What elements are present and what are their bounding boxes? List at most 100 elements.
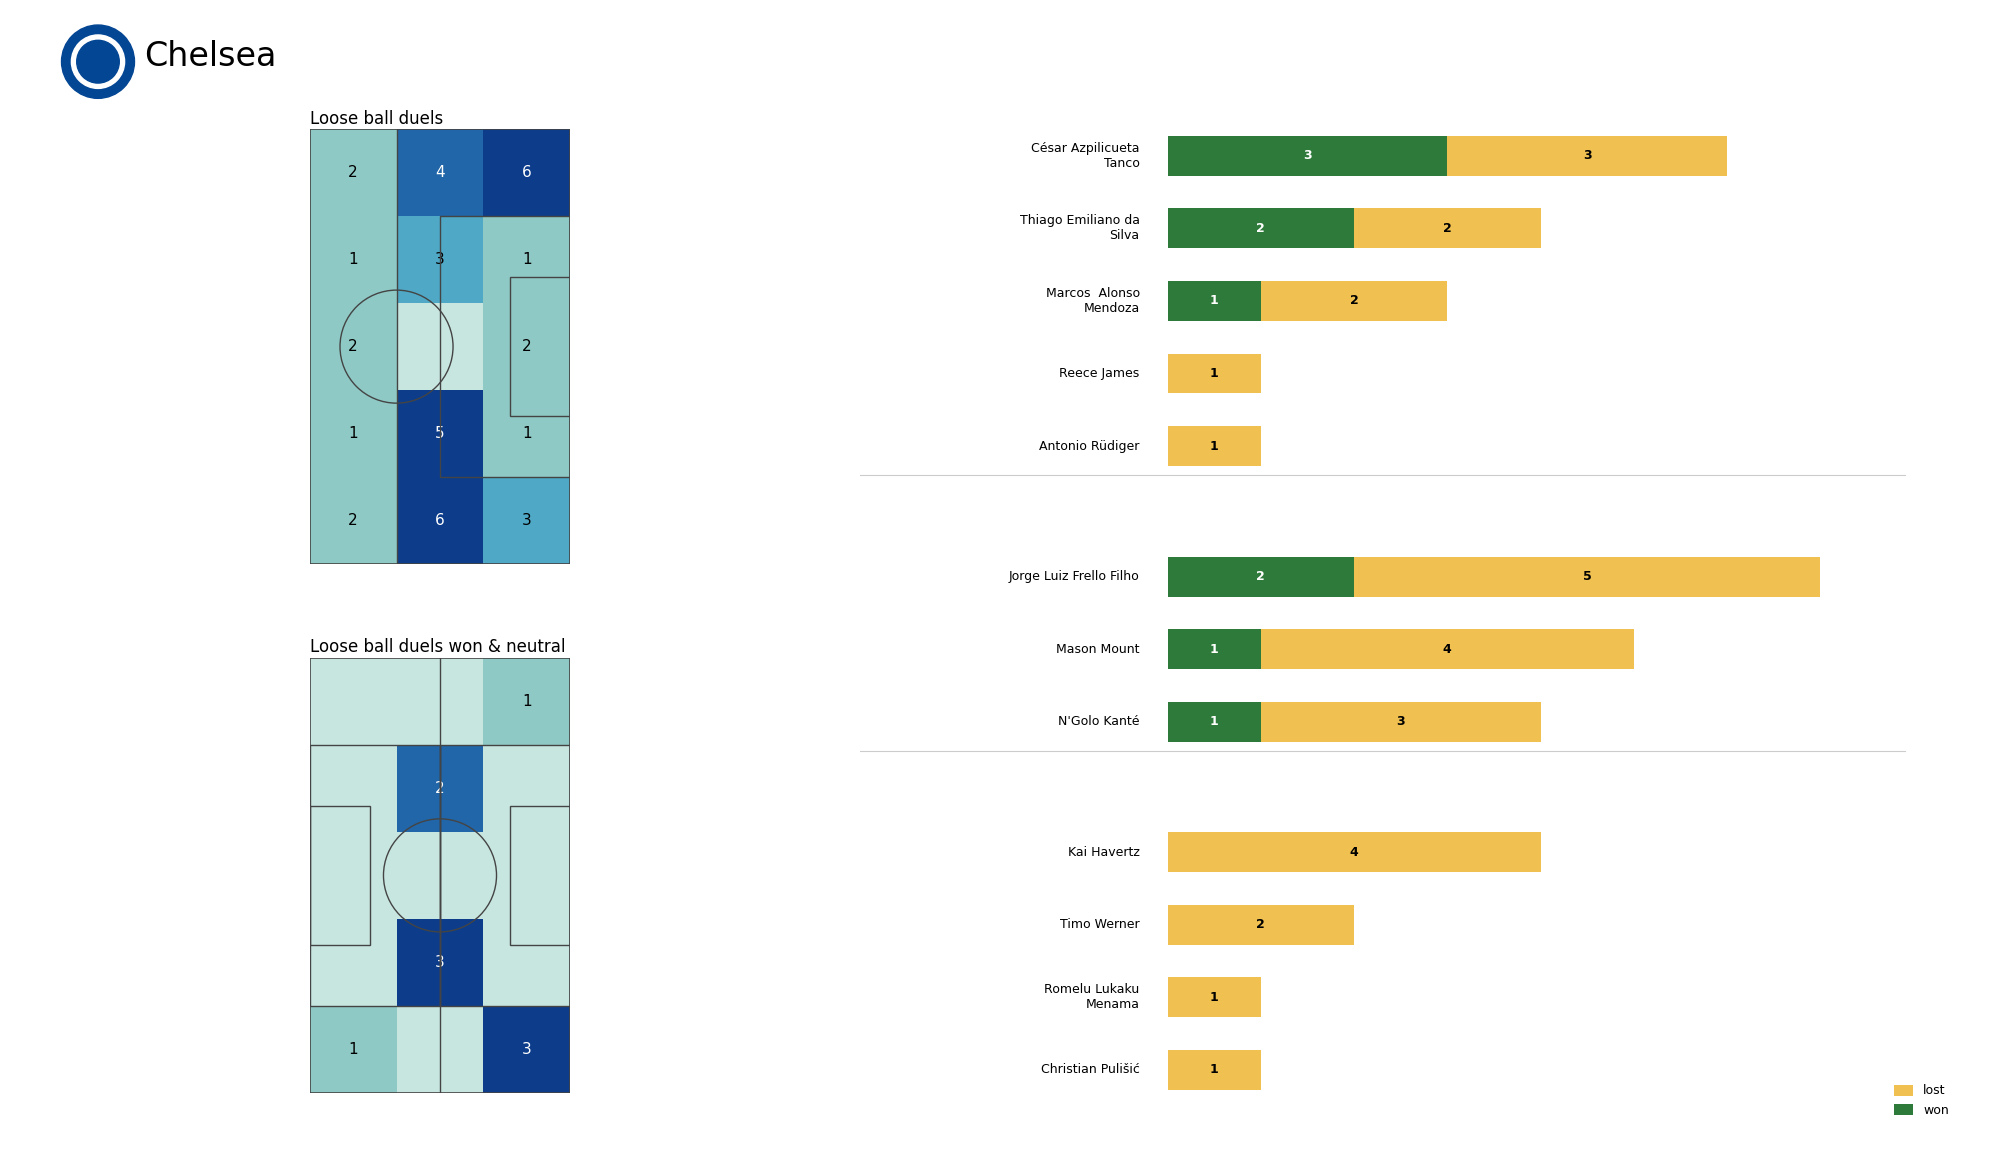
Text: 5: 5 <box>1582 570 1592 583</box>
Bar <box>484 1006 570 1093</box>
Bar <box>1260 281 1448 321</box>
Bar <box>484 390 570 477</box>
Text: 1: 1 <box>1210 716 1218 728</box>
Text: Antonio Rüdiger: Antonio Rüdiger <box>1040 439 1140 452</box>
Bar <box>310 477 396 564</box>
Bar <box>396 832 484 919</box>
Text: 1: 1 <box>522 694 532 709</box>
Text: 1: 1 <box>1210 295 1218 308</box>
Text: 1: 1 <box>522 253 532 267</box>
Bar <box>484 919 570 1006</box>
Text: Romelu Lukaku
Menama: Romelu Lukaku Menama <box>1044 983 1140 1012</box>
Text: 4: 4 <box>1350 846 1358 859</box>
Text: 2: 2 <box>522 340 532 354</box>
Text: 1: 1 <box>1210 439 1218 452</box>
Bar <box>1448 136 1726 176</box>
Text: Jorge Luiz Frello Filho: Jorge Luiz Frello Filho <box>1008 570 1140 583</box>
Circle shape <box>62 25 134 99</box>
Bar <box>1168 427 1260 466</box>
Bar <box>310 216 396 303</box>
Bar <box>484 303 570 390</box>
Text: Timo Werner: Timo Werner <box>1060 919 1140 932</box>
Bar <box>510 806 570 945</box>
Circle shape <box>76 40 120 83</box>
Bar <box>310 1006 396 1093</box>
Bar <box>440 745 570 1006</box>
Bar <box>310 745 396 832</box>
Text: Reece James: Reece James <box>1060 367 1140 380</box>
Bar <box>1168 630 1260 669</box>
Text: 1: 1 <box>1210 367 1218 380</box>
Text: 1: 1 <box>348 253 358 267</box>
Text: 1: 1 <box>1210 1063 1218 1076</box>
Bar <box>396 919 484 1006</box>
Text: 3: 3 <box>1582 149 1592 162</box>
Text: Marcos  Alonso
Mendoza: Marcos Alonso Mendoza <box>1046 287 1140 315</box>
Text: 1: 1 <box>522 427 532 441</box>
Bar <box>484 832 570 919</box>
Bar <box>310 832 396 919</box>
Text: Christian Pulišić: Christian Pulišić <box>1040 1063 1140 1076</box>
Bar <box>440 216 570 477</box>
Text: 2: 2 <box>1256 222 1266 235</box>
Bar <box>1168 557 1354 597</box>
Bar <box>1168 701 1260 741</box>
Text: 5: 5 <box>436 427 444 441</box>
Text: 2: 2 <box>1350 295 1358 308</box>
Bar <box>396 390 484 477</box>
Bar <box>396 658 484 745</box>
Bar <box>310 129 396 216</box>
Bar <box>484 745 570 832</box>
Bar <box>310 658 396 745</box>
Bar <box>310 919 396 1006</box>
Text: 2: 2 <box>1256 919 1266 932</box>
Text: Loose ball duels won & neutral: Loose ball duels won & neutral <box>310 638 566 657</box>
Bar <box>484 129 570 216</box>
Text: 3: 3 <box>1304 149 1312 162</box>
Bar <box>396 129 484 216</box>
Text: Mason Mount: Mason Mount <box>1056 643 1140 656</box>
Text: Loose ball duels: Loose ball duels <box>310 109 442 128</box>
Bar <box>310 303 396 390</box>
Text: 1: 1 <box>1210 991 1218 1003</box>
Text: 3: 3 <box>522 513 532 528</box>
Bar <box>396 216 484 303</box>
Bar <box>396 1006 484 1093</box>
Bar <box>1260 630 1634 669</box>
Bar <box>1260 701 1540 741</box>
Bar <box>1168 1050 1260 1090</box>
Text: 3: 3 <box>436 253 444 267</box>
Text: Kai Havertz: Kai Havertz <box>1068 846 1140 859</box>
Text: Thiago Emiliano da
Silva: Thiago Emiliano da Silva <box>1020 214 1140 242</box>
Text: 6: 6 <box>436 513 444 528</box>
Text: 2: 2 <box>348 513 358 528</box>
Text: 3: 3 <box>522 1042 532 1056</box>
Bar <box>1354 557 1820 597</box>
Text: 2: 2 <box>348 340 358 354</box>
Text: 2: 2 <box>1256 570 1266 583</box>
Text: Chelsea: Chelsea <box>144 40 276 73</box>
Text: 2: 2 <box>436 781 444 795</box>
Bar <box>310 390 396 477</box>
Bar <box>484 477 570 564</box>
Bar <box>1168 136 1448 176</box>
Text: 1: 1 <box>348 427 358 441</box>
Bar <box>484 216 570 303</box>
Bar <box>396 303 484 390</box>
Bar <box>1168 978 1260 1018</box>
Bar <box>1168 832 1540 872</box>
Bar <box>310 806 370 945</box>
Bar <box>1168 208 1354 248</box>
Bar <box>310 745 440 1006</box>
Text: 1: 1 <box>1210 643 1218 656</box>
Bar <box>510 277 570 416</box>
Text: 6: 6 <box>522 166 532 180</box>
Bar <box>396 745 484 832</box>
Text: 4: 4 <box>1442 643 1452 656</box>
Text: César Azpilicueta
Tanco: César Azpilicueta Tanco <box>1032 142 1140 170</box>
Text: 3: 3 <box>436 955 444 969</box>
Bar <box>484 658 570 745</box>
Text: 2: 2 <box>348 166 358 180</box>
Text: 4: 4 <box>436 166 444 180</box>
Text: 2: 2 <box>1442 222 1452 235</box>
